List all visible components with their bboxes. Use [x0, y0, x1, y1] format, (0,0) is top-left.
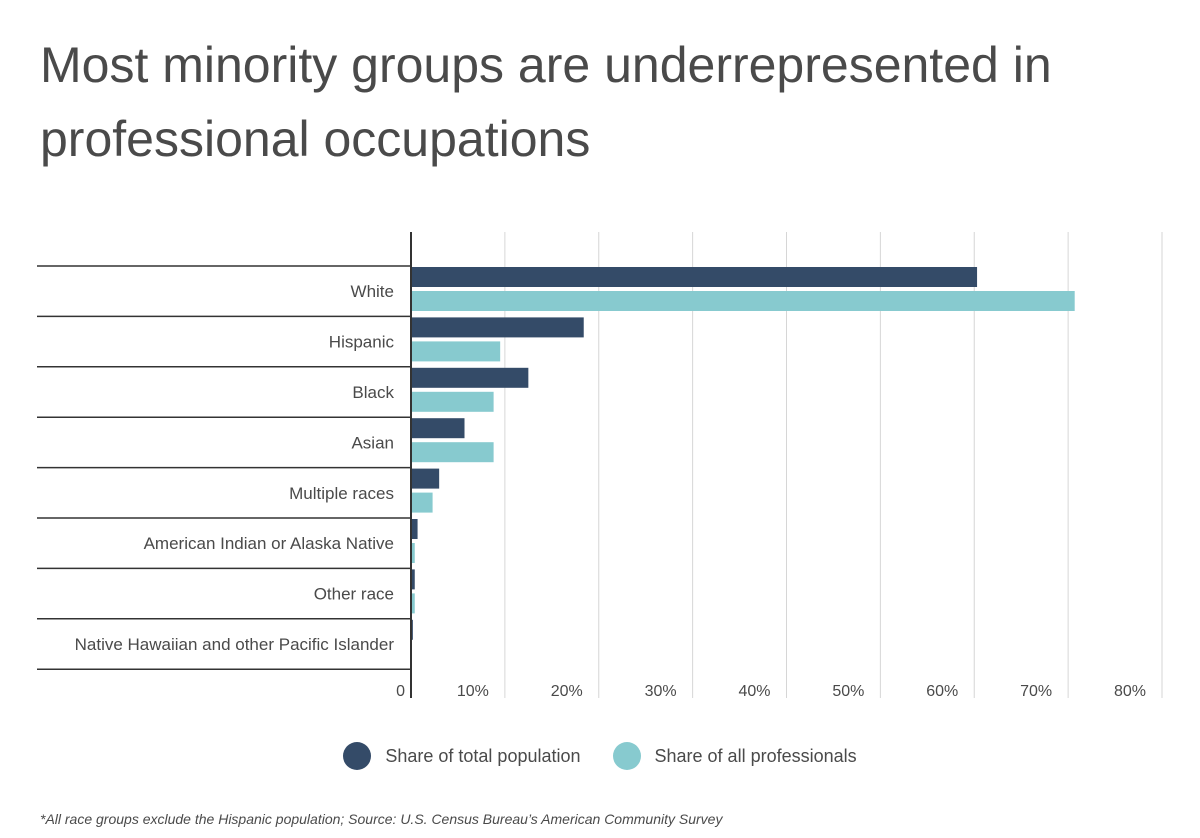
bar-all-professionals [411, 291, 1075, 311]
x-tick-label: 0 [396, 683, 405, 700]
bar-total-population [411, 367, 529, 388]
bar-total-population [411, 317, 584, 338]
legend-item-total-population: Share of total population [343, 742, 581, 770]
footnote: *All race groups exclude the Hispanic po… [40, 811, 723, 827]
category-label: Other race [314, 585, 394, 604]
bar-total-population [411, 418, 465, 439]
category-label: Asian [351, 433, 394, 452]
chart-title: Most minority groups are underrepresente… [40, 37, 1052, 167]
bar-all-professionals [411, 543, 415, 563]
category-label: Multiple races [289, 484, 394, 503]
bar-total-population [411, 519, 418, 539]
legend-swatch-all-professionals [612, 742, 641, 770]
x-tick-label: 10% [457, 683, 489, 700]
x-tick-label: 40% [738, 683, 770, 700]
bar-total-population [411, 569, 415, 590]
x-tick-labels: 0 10% 20% 30% 40% 50% 60% 70% 80% [396, 683, 1146, 700]
legend-item-all-professionals: Share of all professionals [612, 742, 857, 770]
category-label: American Indian or Alaska Native [144, 534, 394, 553]
bar-all-professionals [411, 341, 501, 362]
category-rows: White Hispanic Black Asian Multiple races Ame… [37, 265, 411, 670]
bar-all-professionals [411, 442, 494, 463]
bar-total-population [411, 267, 978, 287]
legend-label-all-professionals: Share of all professionals [654, 745, 857, 766]
bar-all-professionals [411, 391, 494, 412]
x-tick-label: 50% [832, 683, 864, 700]
x-tick-label: 30% [645, 683, 677, 700]
x-tick-label: 80% [1114, 683, 1146, 700]
bar-all-professionals [411, 492, 433, 513]
x-tick-label: 60% [926, 683, 958, 700]
legend-label-total-population: Share of total population [385, 745, 581, 766]
legend: Share of total population Share of all p… [0, 740, 1200, 772]
category-label: Hispanic [329, 333, 395, 352]
bar-all-professionals [411, 593, 415, 614]
x-tick-label: 20% [551, 683, 583, 700]
legend-swatch-total-population [343, 742, 372, 770]
bar-total-population [411, 468, 440, 489]
x-tick-label: 70% [1020, 683, 1052, 700]
bars [411, 267, 1075, 664]
category-label: Native Hawaiian and other Pacific Island… [75, 635, 395, 654]
category-label: Black [352, 383, 394, 402]
category-label: White [351, 282, 394, 301]
